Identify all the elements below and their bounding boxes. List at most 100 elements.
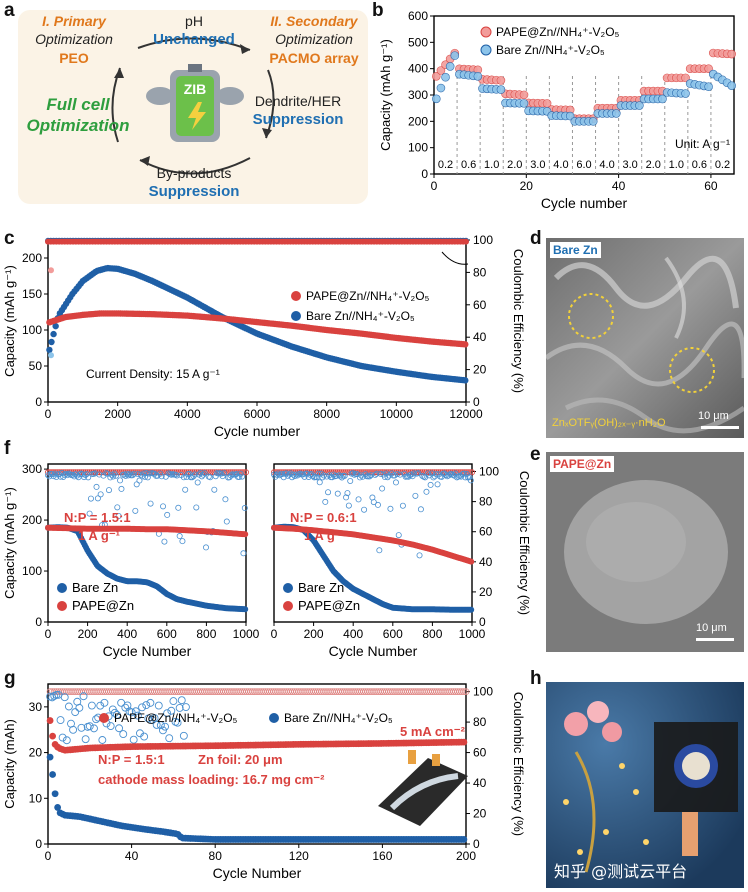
np-ratio-label: N:P = 1.5:1 bbox=[64, 510, 131, 525]
chart-b-point bbox=[496, 76, 506, 85]
ce-bare-point bbox=[344, 490, 351, 497]
x-tick-label: 160 bbox=[372, 849, 392, 863]
ce-pape-point bbox=[322, 469, 329, 476]
battery-mascot-icon bbox=[146, 64, 244, 142]
sem-d-scale: 10 μm bbox=[698, 410, 729, 422]
panel-letter-e: e bbox=[530, 444, 541, 465]
ce-bare-point bbox=[93, 483, 100, 490]
legend-label: PAPE@Zn//NH₄⁺-V₂O₅ bbox=[496, 25, 620, 39]
np-ratio-label: N:P = 1.5:1 bbox=[98, 752, 165, 767]
x-tick-label: 8000 bbox=[313, 407, 340, 421]
ce-bare-point bbox=[161, 722, 169, 731]
x-tick-label: 400 bbox=[343, 627, 363, 641]
legend-marker bbox=[480, 44, 492, 56]
ce-bare-point bbox=[168, 471, 175, 478]
ce-bare-point bbox=[123, 701, 132, 710]
rate-unit-label: Unit: A g⁻¹ bbox=[675, 137, 730, 151]
y2-tick-label: 20 bbox=[473, 363, 487, 377]
chart-b-point bbox=[445, 62, 455, 71]
photo-flower-led: 知乎 @测试云平台 bbox=[546, 682, 744, 888]
legend-marker bbox=[269, 713, 279, 723]
bare-point bbox=[49, 771, 56, 778]
chart-b-point bbox=[727, 49, 736, 59]
ce-bare-point bbox=[124, 470, 131, 477]
ce-pape-point bbox=[211, 469, 218, 476]
ce-bare-point bbox=[442, 471, 449, 478]
ce-bare-point bbox=[142, 473, 149, 480]
ce-bare-point bbox=[63, 470, 70, 477]
ce-bare-point bbox=[92, 715, 101, 724]
ce-bare-point bbox=[129, 472, 136, 479]
ce-pape-point bbox=[324, 469, 331, 476]
dendrite-state: Suppression bbox=[253, 111, 344, 128]
ce-bare-point bbox=[190, 473, 197, 480]
ce-bare-point bbox=[75, 703, 84, 712]
ce-bare-point bbox=[165, 470, 172, 477]
ce-bare-point bbox=[140, 732, 149, 741]
ce-bare-point bbox=[106, 722, 115, 730]
y2-tick-label: 20 bbox=[473, 807, 487, 821]
ce-bare-point bbox=[146, 698, 155, 707]
panel-letter-c: c bbox=[4, 228, 15, 249]
ce-bare-point bbox=[368, 472, 375, 479]
ce-bare-point bbox=[133, 481, 140, 488]
ce-bare-point bbox=[154, 701, 163, 710]
ce-bare-point bbox=[114, 504, 121, 511]
legend-label: Bare Zn bbox=[298, 580, 344, 595]
ce-bare-point bbox=[92, 470, 99, 477]
chart-c-first-cycle-point bbox=[48, 352, 54, 359]
ce-bare-point bbox=[129, 735, 138, 744]
y-tick-label: 400 bbox=[408, 62, 428, 76]
x-tick-label: 200 bbox=[456, 849, 476, 863]
ce-pape-point bbox=[460, 688, 468, 696]
ce-bare-point bbox=[136, 477, 143, 484]
panel-letter-h: h bbox=[530, 668, 542, 689]
ce-pape-point bbox=[242, 469, 249, 476]
ce-bare-point bbox=[373, 470, 380, 477]
x-tick-label: 800 bbox=[422, 627, 442, 641]
x-axis-label: Cycle Number bbox=[103, 643, 192, 659]
sem-d-caption: ZnₓOTFᵧ(OH)₂ₓ₋ᵧ·nH₂O bbox=[552, 417, 666, 429]
primary-item: PEO bbox=[59, 50, 89, 66]
chart-b-point bbox=[496, 85, 506, 94]
ce-bare-point bbox=[227, 472, 234, 479]
ce-bare-point bbox=[347, 477, 354, 484]
legend-marker bbox=[57, 601, 67, 611]
y2-tick-label: 60 bbox=[479, 525, 493, 539]
ce-bare-point bbox=[139, 473, 146, 480]
y-axis-label: Capacity (mAh g⁻¹) bbox=[2, 487, 17, 599]
pape-point bbox=[49, 732, 56, 740]
y2-tick-label: 80 bbox=[473, 715, 487, 729]
ce-bare-point bbox=[241, 505, 248, 512]
bare-point bbox=[51, 790, 59, 798]
legend-label: Bare Zn//NH₄⁺-V₂O₅ bbox=[496, 43, 605, 57]
panel-letter-g: g bbox=[4, 668, 16, 689]
chart-c-bare-point bbox=[50, 330, 57, 338]
ce-bare-point bbox=[164, 511, 171, 518]
pape-zn-point bbox=[468, 558, 475, 565]
x-axis-label: Cycle number bbox=[541, 195, 628, 211]
ce-bare-point bbox=[417, 506, 424, 513]
y2-tick-label: 100 bbox=[473, 233, 493, 247]
x-tick-label: 200 bbox=[304, 627, 324, 641]
chart-b-point bbox=[681, 73, 690, 83]
x-tick-label: 1000 bbox=[233, 627, 260, 641]
ce-bare-point bbox=[142, 701, 151, 710]
primary-sub: Optimization bbox=[35, 31, 113, 47]
x-tick-label: 4000 bbox=[174, 407, 201, 421]
ce-bare-point bbox=[161, 538, 168, 545]
ce-bare-point bbox=[358, 472, 365, 479]
ce-bare-point bbox=[45, 472, 52, 479]
y2-tick-label: 60 bbox=[473, 298, 487, 312]
x-tick-label: 0 bbox=[271, 627, 278, 641]
y-tick-label: 100 bbox=[408, 141, 428, 155]
rate-label: 6.0 bbox=[576, 159, 591, 171]
ce-bare-point bbox=[96, 471, 103, 478]
ce-bare-point bbox=[163, 709, 172, 718]
x-tick-label: 40 bbox=[125, 849, 139, 863]
current-density-label: 5 mA cm⁻² bbox=[400, 724, 466, 739]
ce-bare-point bbox=[79, 692, 88, 701]
ce-bare-point bbox=[60, 693, 69, 702]
y2-tick-label: 40 bbox=[473, 330, 487, 344]
legend-marker bbox=[57, 583, 67, 593]
